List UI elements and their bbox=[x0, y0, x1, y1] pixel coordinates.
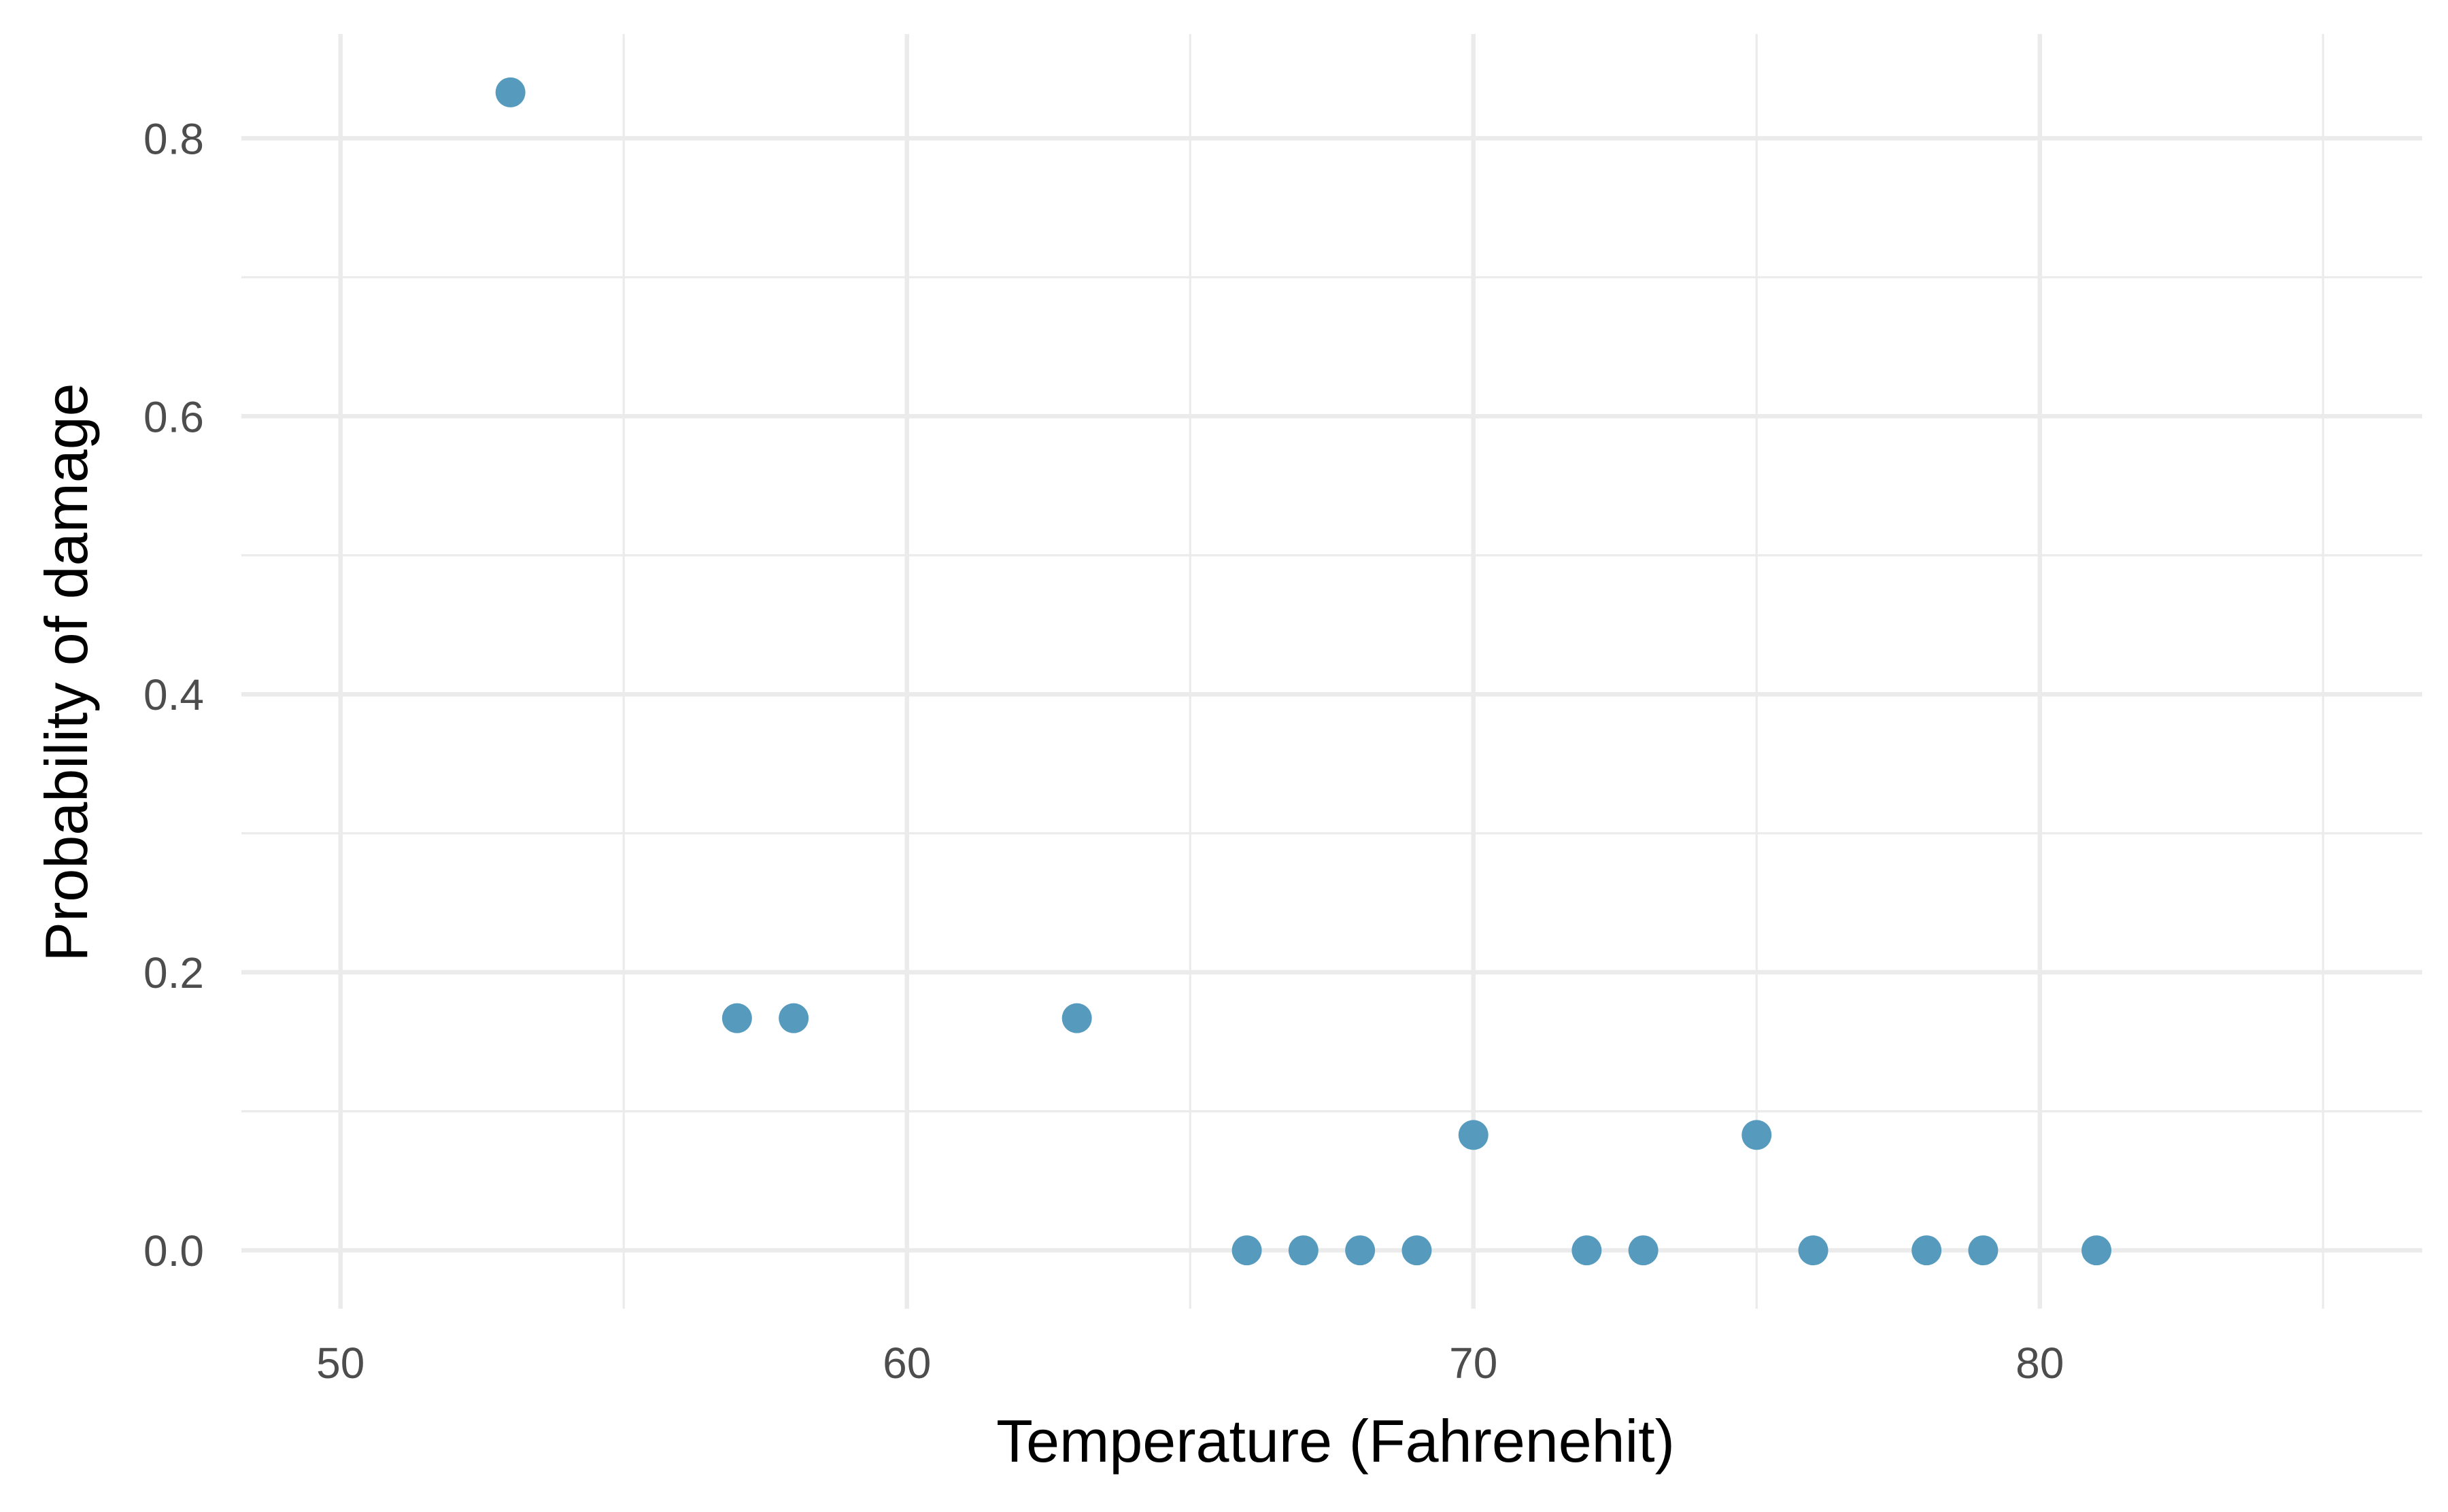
data-point bbox=[1911, 1235, 1942, 1266]
data-point bbox=[1288, 1235, 1319, 1266]
y-tick-label: 0.6 bbox=[143, 392, 204, 441]
data-point bbox=[1628, 1235, 1659, 1266]
x-tick-label: 70 bbox=[1449, 1339, 1497, 1388]
minor-gridlines bbox=[241, 34, 2422, 1309]
y-tick-label: 0.2 bbox=[143, 948, 204, 997]
data-point bbox=[1741, 1120, 1772, 1150]
x-axis-tick-labels: 50 60 70 80 bbox=[316, 1339, 2064, 1388]
x-tick-label: 50 bbox=[316, 1339, 364, 1388]
x-tick-label: 80 bbox=[2016, 1339, 2064, 1388]
x-axis-title: Temperature (Fahrenehit) bbox=[996, 1407, 1675, 1475]
y-tick-label: 0.8 bbox=[143, 114, 204, 163]
data-point bbox=[1345, 1235, 1376, 1266]
y-tick-label: 0.0 bbox=[143, 1226, 204, 1275]
data-point bbox=[779, 1003, 809, 1033]
major-gridlines bbox=[241, 34, 2422, 1309]
y-axis-title: Probability of damage bbox=[33, 383, 100, 961]
data-point bbox=[495, 77, 526, 107]
data-point bbox=[721, 1003, 752, 1033]
data-point bbox=[1798, 1235, 1829, 1266]
x-tick-label: 60 bbox=[883, 1339, 931, 1388]
data-point bbox=[2081, 1235, 2112, 1266]
data-point bbox=[1458, 1120, 1489, 1150]
data-points bbox=[495, 77, 2112, 1266]
y-axis-tick-labels: 0.0 0.2 0.4 0.6 0.8 bbox=[143, 114, 204, 1275]
data-point bbox=[1571, 1235, 1602, 1266]
data-point bbox=[1231, 1235, 1262, 1266]
y-tick-label: 0.4 bbox=[143, 670, 204, 719]
data-point bbox=[1061, 1003, 1092, 1033]
data-point bbox=[1401, 1235, 1432, 1266]
data-point bbox=[1968, 1235, 1999, 1266]
